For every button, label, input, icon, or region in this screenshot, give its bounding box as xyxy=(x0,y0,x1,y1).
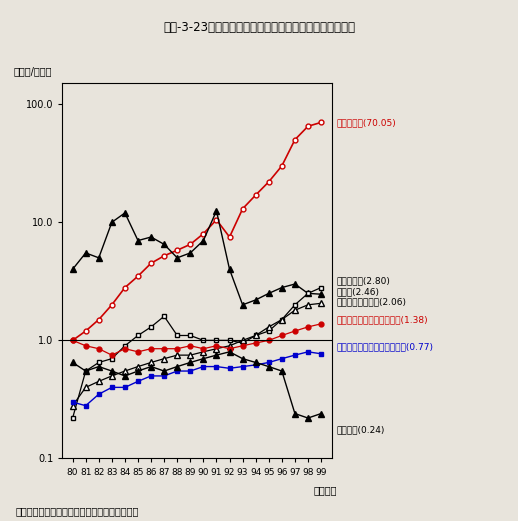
Text: 第２-3-23図　我が国の主要業種の技術貿易収支比の推移: 第２-3-23図 我が国の主要業種の技術貿易収支比の推移 xyxy=(163,21,355,34)
Text: 通信・電子・電気計測器工業(0.77): 通信・電子・電気計測器工業(0.77) xyxy=(337,342,434,352)
Text: 医薬品工業(2.80): 医薬品工業(2.80) xyxy=(337,276,391,285)
Text: （輸出/輸入）: （輸出/輸入） xyxy=(13,66,52,76)
Text: 医薬品工業を除く化学工業(1.38): 医薬品工業を除く化学工業(1.38) xyxy=(337,315,428,324)
Text: 非製造業(0.24): 非製造業(0.24) xyxy=(337,425,385,435)
Text: 電気機械器具工業(2.06): 電気機械器具工業(2.06) xyxy=(337,298,407,307)
Text: 製造業(2.46): 製造業(2.46) xyxy=(337,287,380,296)
Text: 資料：総務省統計局「科学技術研究調査報告」: 資料：総務省統計局「科学技術研究調査報告」 xyxy=(16,506,139,516)
Text: （年度）: （年度） xyxy=(313,485,337,495)
Text: 自動車工業(70.05): 自動車工業(70.05) xyxy=(337,118,396,127)
